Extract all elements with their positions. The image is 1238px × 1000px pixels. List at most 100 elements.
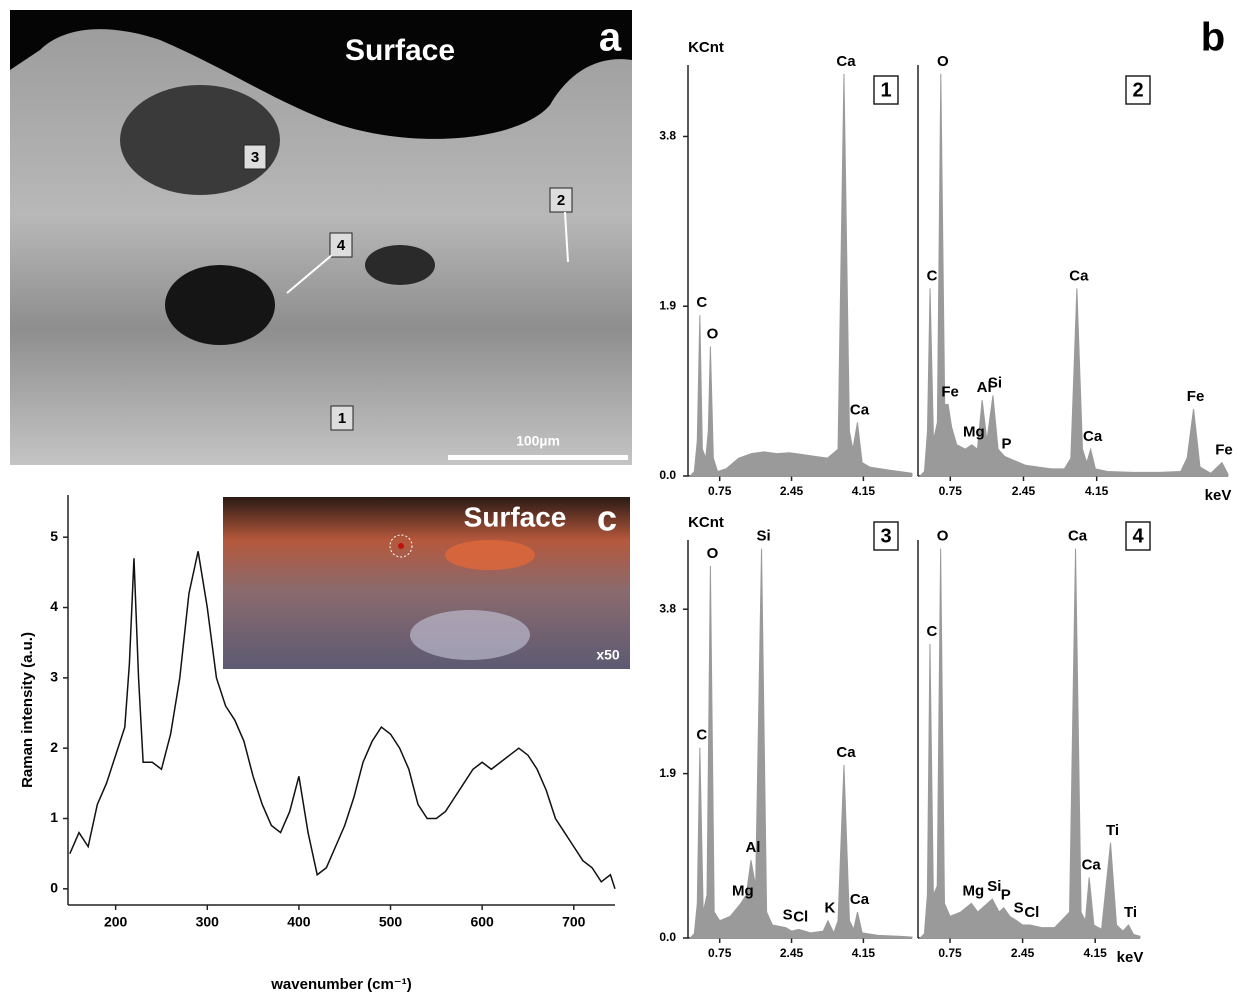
peak-label: K bbox=[824, 900, 835, 917]
peak-label: Si bbox=[987, 878, 1001, 895]
y-tick-label: 0.0 bbox=[659, 930, 676, 944]
marker-label: 4 bbox=[337, 237, 346, 254]
x-tick-label: 0.75 bbox=[938, 946, 962, 960]
x-tick-label: 2.45 bbox=[780, 484, 804, 498]
x-axis-label: keV bbox=[1117, 949, 1144, 966]
y-axis-label: KCnt bbox=[688, 39, 724, 56]
x-tick-label: 600 bbox=[470, 914, 494, 930]
x-tick-label: 700 bbox=[562, 914, 586, 930]
spectrum-area bbox=[690, 549, 912, 938]
x-axis-label: keV bbox=[1205, 487, 1232, 504]
x-tick-label: 4.15 bbox=[1085, 484, 1109, 498]
peak-label: Fe bbox=[1187, 388, 1205, 405]
panel-number: 2 bbox=[1132, 79, 1143, 101]
x-tick-label: 2.45 bbox=[1012, 484, 1036, 498]
y-tick-label: 1 bbox=[50, 809, 58, 825]
x-axis-label: wavenumber (cm⁻¹) bbox=[270, 976, 411, 993]
panel-label: b bbox=[1201, 16, 1225, 60]
y-tick-label: 1.9 bbox=[659, 298, 676, 312]
peak-label: C bbox=[696, 727, 707, 744]
peak-label: Ca bbox=[850, 891, 870, 908]
x-tick-label: 4.15 bbox=[852, 946, 876, 960]
peak-label: O bbox=[937, 528, 949, 545]
peak-label: Ti bbox=[1106, 822, 1119, 839]
x-tick-label: 2.45 bbox=[780, 946, 804, 960]
peak-label: P bbox=[1002, 435, 1012, 452]
peak-label: Mg bbox=[732, 882, 754, 899]
peak-label: Ca bbox=[836, 53, 856, 70]
x-tick-label: 0.75 bbox=[708, 946, 732, 960]
y-tick-label: 0.0 bbox=[659, 468, 676, 482]
spectrum-area bbox=[690, 74, 912, 476]
peak-label: S bbox=[1014, 900, 1024, 917]
peak-label: Ca bbox=[1082, 856, 1102, 873]
magnification-label: x50 bbox=[596, 647, 620, 663]
scale-bar bbox=[448, 455, 628, 460]
marker-label: 3 bbox=[251, 149, 259, 166]
peak-label: Si bbox=[756, 528, 770, 545]
pore bbox=[365, 245, 435, 285]
peak-label: Fe bbox=[1215, 442, 1233, 459]
peak-label: Ca bbox=[836, 744, 856, 761]
peak-label: P bbox=[1001, 887, 1011, 904]
surface-label: Surface bbox=[345, 34, 455, 67]
y-tick-label: 3.8 bbox=[659, 601, 676, 615]
x-tick-label: 0.75 bbox=[708, 484, 732, 498]
marker-label: 2 bbox=[557, 192, 565, 209]
y-tick-label: 3 bbox=[50, 669, 58, 685]
peak-label: O bbox=[937, 53, 949, 70]
y-axis-label: Raman intensity (a.u.) bbox=[19, 632, 36, 788]
peak-label: Ti bbox=[1124, 904, 1137, 921]
peak-label: Ca bbox=[850, 401, 870, 418]
y-axis-label: KCnt bbox=[688, 514, 724, 531]
marker-label: 1 bbox=[338, 410, 346, 427]
y-tick-label: 2 bbox=[50, 739, 58, 755]
peak-label: C bbox=[927, 267, 938, 284]
y-tick-label: 4 bbox=[50, 598, 58, 614]
x-tick-label: 300 bbox=[196, 914, 220, 930]
x-tick-label: 4.15 bbox=[1083, 946, 1107, 960]
peak-label: Mg bbox=[963, 424, 985, 441]
pore bbox=[120, 85, 280, 195]
panel-number: 3 bbox=[880, 525, 891, 547]
y-tick-label: 3.8 bbox=[659, 129, 676, 143]
peak-label: O bbox=[707, 325, 719, 342]
x-tick-label: 500 bbox=[379, 914, 403, 930]
x-tick-label: 4.15 bbox=[852, 484, 876, 498]
peak-label: Ca bbox=[1083, 428, 1103, 445]
peak-label: Al bbox=[745, 839, 760, 856]
peak-label: Ca bbox=[1069, 267, 1089, 284]
highlight bbox=[410, 610, 530, 660]
panel-label: c bbox=[597, 498, 617, 539]
x-tick-label: 2.45 bbox=[1011, 946, 1035, 960]
peak-label: Cl bbox=[1024, 904, 1039, 921]
red-layer bbox=[445, 540, 535, 570]
x-tick-label: 0.75 bbox=[939, 484, 963, 498]
x-tick-label: 200 bbox=[104, 914, 128, 930]
y-tick-label: 0 bbox=[50, 880, 58, 896]
panel-number: 1 bbox=[880, 79, 891, 101]
x-tick-label: 400 bbox=[287, 914, 311, 930]
panel-number: 4 bbox=[1132, 525, 1144, 547]
y-tick-label: 1.9 bbox=[659, 766, 676, 780]
peak-label: C bbox=[927, 623, 938, 640]
peak-label: C bbox=[696, 294, 707, 311]
peak-label: S bbox=[783, 907, 793, 924]
pore bbox=[165, 265, 275, 345]
scale-label: 100µm bbox=[516, 433, 560, 449]
surface-label: Surface bbox=[464, 501, 567, 532]
spot bbox=[398, 543, 404, 549]
optical-image: Surface c x50 bbox=[223, 497, 630, 669]
peak-label: Cl bbox=[793, 908, 808, 925]
peak-label: Mg bbox=[963, 882, 985, 899]
peak-label: Ca bbox=[1068, 528, 1088, 545]
panel-label: a bbox=[599, 16, 622, 60]
peak-label: O bbox=[707, 545, 719, 562]
y-tick-label: 5 bbox=[50, 528, 58, 544]
peak-label: Fe bbox=[941, 383, 959, 400]
figure: Surface a 1 2 3 4 100µm b 0.75 2.45 4.15 0.… bbox=[0, 0, 1238, 1000]
sem-image: Surface a 1 2 3 4 100µm bbox=[10, 10, 632, 465]
spectrum-area bbox=[920, 549, 1140, 938]
page: Surface a 1 2 3 4 100µm b 0.75 2.45 4.15 0.… bbox=[0, 0, 1238, 1000]
peak-label: Si bbox=[988, 375, 1002, 392]
